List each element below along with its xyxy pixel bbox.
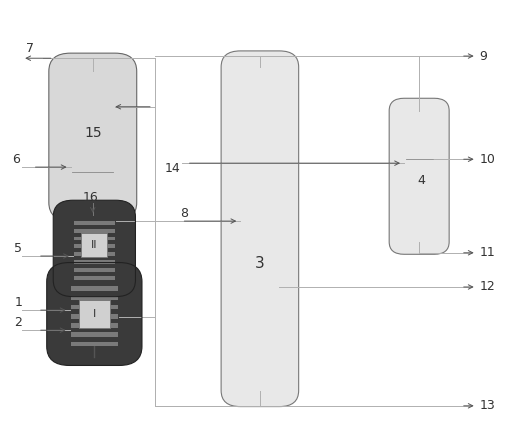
FancyBboxPatch shape xyxy=(49,53,136,221)
Text: 16: 16 xyxy=(82,191,98,204)
Text: 10: 10 xyxy=(479,153,495,166)
Text: 15: 15 xyxy=(84,125,102,139)
Bar xyxy=(74,272,114,276)
Bar xyxy=(70,337,118,342)
Bar xyxy=(70,300,118,305)
Bar xyxy=(70,286,118,291)
Bar xyxy=(74,260,114,264)
Text: 5: 5 xyxy=(15,242,23,255)
Text: 8: 8 xyxy=(180,207,188,220)
FancyBboxPatch shape xyxy=(47,263,142,366)
FancyBboxPatch shape xyxy=(221,51,299,407)
Bar xyxy=(70,323,118,328)
Bar xyxy=(70,309,118,314)
Bar xyxy=(70,333,118,337)
Bar xyxy=(70,291,118,296)
Bar xyxy=(70,282,118,286)
Text: 12: 12 xyxy=(479,280,495,293)
Bar xyxy=(74,233,114,237)
Text: 9: 9 xyxy=(479,50,487,62)
Bar xyxy=(79,301,110,328)
Bar xyxy=(74,264,114,268)
Bar xyxy=(74,225,114,229)
Bar xyxy=(74,268,114,272)
Bar xyxy=(74,229,114,233)
Bar xyxy=(74,257,114,260)
Bar xyxy=(74,217,114,221)
Bar xyxy=(70,314,118,319)
FancyBboxPatch shape xyxy=(389,98,449,254)
Text: 6: 6 xyxy=(12,153,20,166)
Text: 7: 7 xyxy=(26,42,34,55)
Bar xyxy=(74,221,114,225)
Bar xyxy=(74,241,114,245)
Text: 14: 14 xyxy=(165,162,181,176)
Text: 1: 1 xyxy=(15,296,23,309)
Text: II: II xyxy=(91,240,98,250)
Bar xyxy=(70,296,118,300)
Bar xyxy=(74,237,114,241)
Bar xyxy=(70,328,118,333)
Bar xyxy=(70,342,118,346)
Bar xyxy=(74,253,114,257)
Bar xyxy=(70,319,118,323)
Text: I: I xyxy=(93,309,96,319)
Bar xyxy=(74,245,114,249)
Bar xyxy=(74,249,114,253)
Bar xyxy=(74,276,114,280)
Text: 2: 2 xyxy=(15,316,23,329)
Bar xyxy=(70,305,118,309)
Text: 4: 4 xyxy=(418,174,426,187)
Text: 11: 11 xyxy=(479,246,495,259)
Bar xyxy=(81,233,107,257)
FancyBboxPatch shape xyxy=(53,200,135,297)
Text: 3: 3 xyxy=(255,256,265,271)
Text: 13: 13 xyxy=(479,400,495,412)
